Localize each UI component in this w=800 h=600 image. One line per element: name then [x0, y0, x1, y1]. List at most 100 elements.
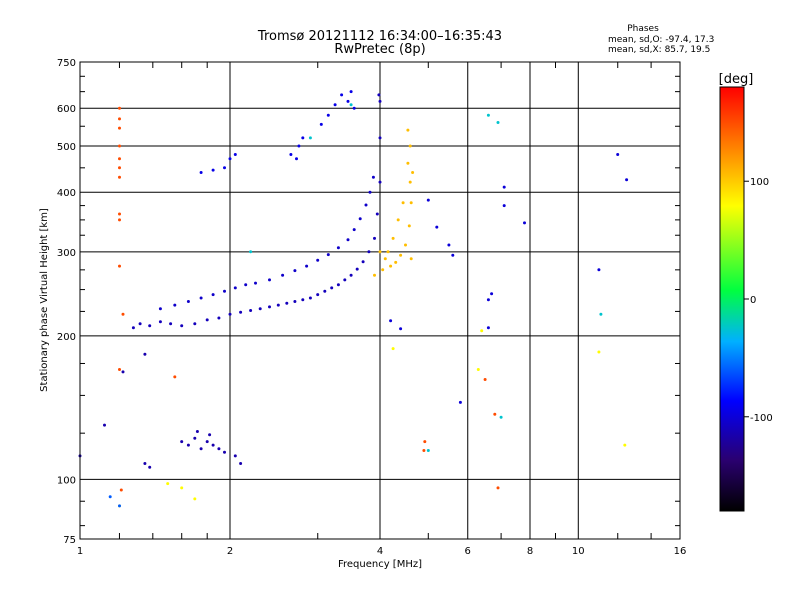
data-point [233, 286, 237, 290]
data-point [422, 449, 426, 452]
data-point [205, 440, 209, 444]
data-point [323, 289, 327, 293]
data-point [143, 352, 147, 356]
y-axis-label: Stationary phase Virtual Height [km] [39, 208, 50, 392]
data-point [404, 243, 407, 247]
colorbar [719, 86, 745, 512]
data-point [378, 136, 382, 140]
data-point [118, 117, 121, 121]
data-point [193, 497, 197, 501]
data-point [293, 269, 297, 273]
data-point [355, 267, 359, 271]
data-point [389, 264, 393, 268]
data-point [426, 449, 430, 452]
data-point [138, 322, 142, 326]
data-point [386, 250, 390, 254]
data-point [409, 257, 413, 261]
data-point [180, 324, 184, 328]
data-point [407, 224, 411, 228]
data-point [625, 178, 629, 182]
data-point [458, 400, 462, 404]
data-point [336, 283, 340, 287]
data-point [333, 103, 337, 107]
data-point [316, 293, 320, 297]
data-point [373, 273, 376, 277]
data-point [411, 171, 415, 174]
data-point [483, 378, 487, 381]
y-tick-label: 200 [57, 332, 76, 343]
chart-subtitle: RwPretec (8p) [334, 42, 425, 57]
data-point [447, 243, 451, 247]
colorbar-ticks: 100 0 -100 [744, 177, 773, 424]
data-point [258, 307, 262, 311]
data-point [223, 289, 226, 293]
data-point [326, 113, 330, 117]
data-point [158, 307, 162, 311]
data-point [119, 488, 123, 492]
data-point [118, 368, 121, 371]
data-point [358, 217, 362, 221]
data-point [297, 144, 301, 148]
colorbar-tick-label: 0 [750, 295, 756, 306]
data-point [180, 486, 184, 490]
data-point [389, 319, 393, 323]
data-point [180, 440, 184, 444]
data-point [118, 175, 121, 179]
stats-line-x: mean, sd,X: 85.7, 19.5 [608, 45, 710, 55]
data-point [599, 312, 603, 316]
data-point [249, 250, 253, 254]
data-point [486, 113, 490, 117]
data-point [118, 126, 121, 130]
data-point [373, 236, 376, 240]
y-tick-label: 500 [57, 142, 76, 153]
data-point [268, 278, 271, 282]
data-point [340, 93, 344, 97]
data-point [289, 153, 293, 156]
data-point [193, 322, 197, 326]
data-point [383, 257, 387, 261]
data-point [451, 253, 455, 257]
x-tick-label: 2 [227, 546, 233, 557]
data-point [378, 99, 382, 103]
data-point [486, 326, 490, 330]
data-point [118, 264, 121, 268]
colorbar-label: [deg] [719, 72, 754, 87]
data-point [499, 415, 503, 419]
data-point [254, 281, 257, 285]
data-point [346, 238, 350, 242]
data-point [166, 482, 170, 486]
data-point [211, 168, 215, 172]
data-point [435, 225, 439, 229]
data-point [285, 301, 289, 305]
data-point [233, 153, 237, 156]
data-point [493, 412, 497, 416]
data-point [148, 465, 152, 469]
data-point [249, 309, 253, 312]
data-point [268, 305, 271, 309]
data-point [364, 203, 368, 207]
colorbar-tick-label: -100 [750, 413, 773, 424]
data-point [330, 286, 334, 290]
data-point [305, 264, 309, 268]
data-point [131, 326, 135, 330]
data-point [217, 316, 221, 320]
y-tick-label: 600 [57, 104, 76, 115]
data-point [228, 312, 232, 316]
data-point [308, 296, 312, 300]
data-point [118, 106, 121, 110]
data-point [118, 218, 121, 222]
data-point [217, 447, 221, 451]
data-point [186, 300, 190, 303]
data-point [378, 250, 382, 254]
stats-line-o: mean, sd,O: -97.4, 17.3 [608, 35, 714, 45]
data-point [121, 370, 125, 374]
data-point [205, 318, 209, 322]
x-tick-label: 6 [465, 546, 471, 557]
x-tick-label: 8 [527, 546, 533, 557]
data-point [486, 298, 490, 302]
data-point [597, 350, 601, 354]
data-point [211, 293, 215, 297]
data-point [173, 375, 177, 379]
data-point [623, 443, 627, 447]
